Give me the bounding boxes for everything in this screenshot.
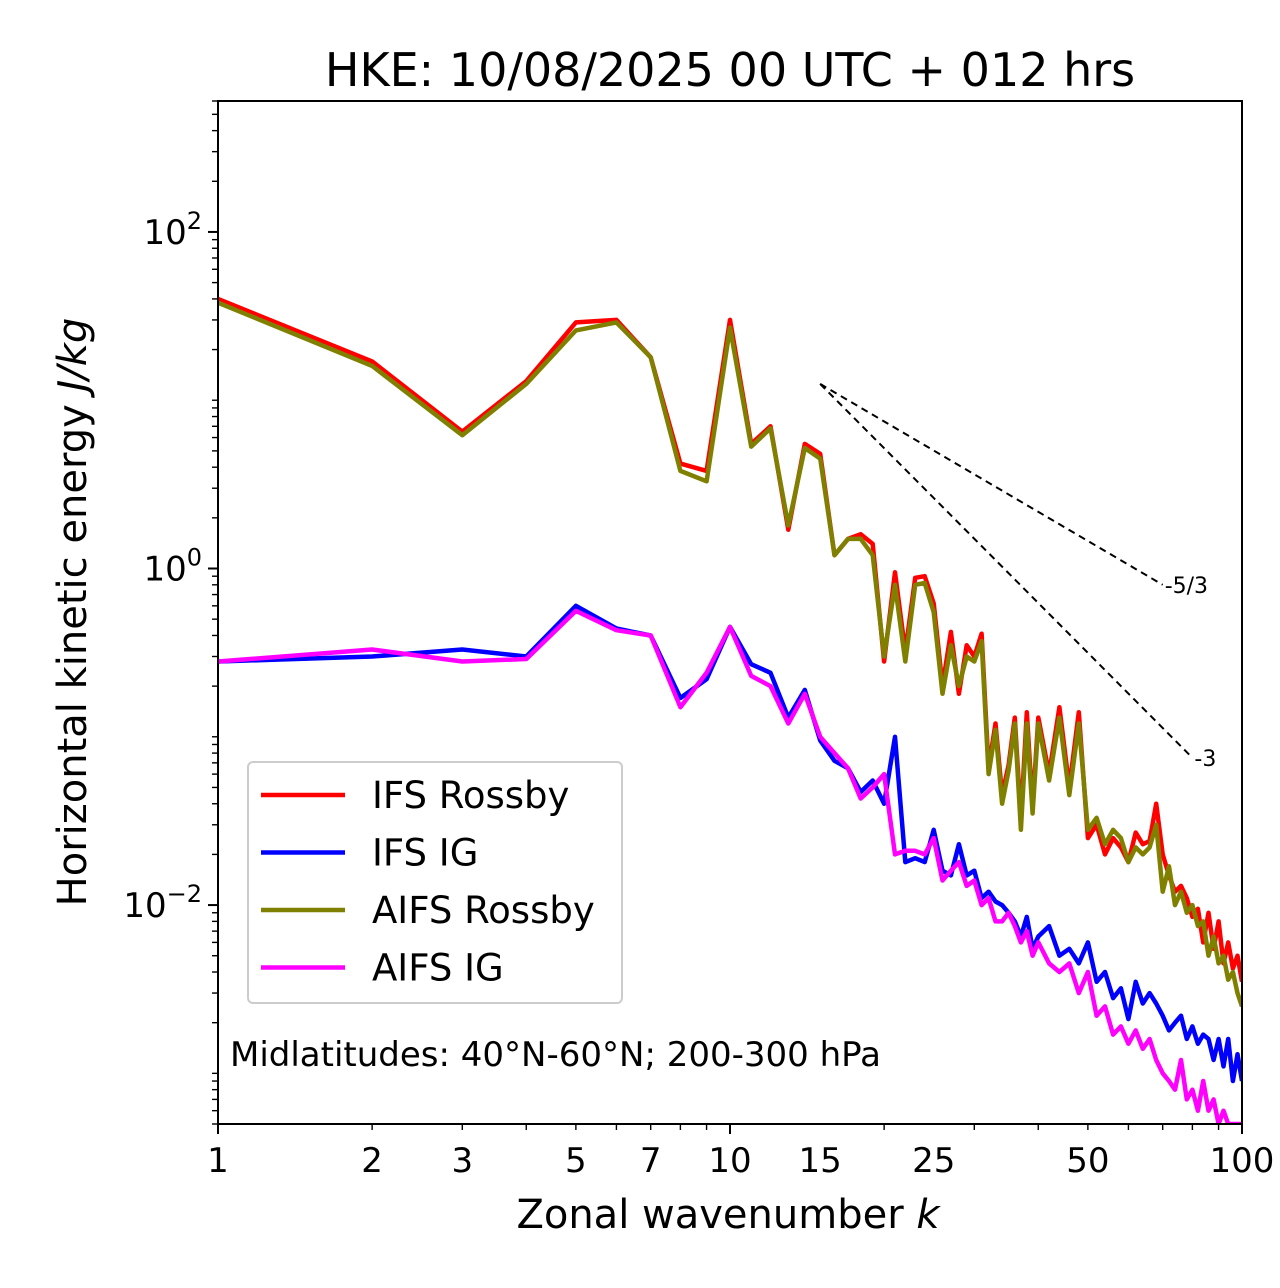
y-tick-label: 100 <box>143 544 202 590</box>
x-axis-label: Zonal wavenumber k <box>516 1192 941 1238</box>
reference-slopes <box>819 383 1194 759</box>
chart-title: HKE: 10/08/2025 00 UTC + 012 hrs <box>325 43 1135 97</box>
reference-slope-line <box>819 383 1194 759</box>
x-tick-label: 100 <box>1210 1141 1275 1181</box>
plot-frame <box>217 100 1243 1125</box>
series-lines <box>218 296 1242 1124</box>
legend-label: IFS IG <box>372 832 478 875</box>
x-tick-label: 5 <box>565 1141 587 1181</box>
legend-label: IFS Rossby <box>372 774 569 817</box>
y-tick-labels: 10−2 100 102 <box>123 207 202 926</box>
x-tick-labels: 1 2 3 5 7 10 15 25 50 100 <box>207 1141 1274 1181</box>
y-axis-label: Horizontal kinetic energy J/kg <box>50 318 96 907</box>
legend-box <box>247 761 623 1004</box>
series-line-aifs-rossby <box>218 300 1242 1008</box>
x-tick-label: 50 <box>1066 1141 1109 1181</box>
x-tick-label: 7 <box>640 1141 662 1181</box>
x-tick-label: 2 <box>361 1141 383 1181</box>
reference-slope-line <box>819 383 1164 586</box>
y-tick-label: 10−2 <box>123 880 202 926</box>
x-tick-label: 25 <box>912 1141 955 1181</box>
legend-label: AIFS IG <box>372 947 504 990</box>
legend: IFS Rossby IFS IG AIFS Rossby AIFS IG <box>247 761 623 1004</box>
region-annotation: Midlatitudes: 40°N-60°N; 200-300 hPa <box>230 1035 881 1075</box>
y-tick-label: 102 <box>143 207 202 253</box>
reference-slope-label: -3 <box>1194 747 1216 772</box>
x-tick-label: 15 <box>799 1141 842 1181</box>
x-tick-label: 1 <box>207 1141 229 1181</box>
x-tick-label: 10 <box>708 1141 751 1181</box>
series-line-aifs-ig <box>218 608 1242 1124</box>
x-tick-label: 3 <box>451 1141 473 1181</box>
reference-slope-label: -5/3 <box>1165 574 1208 599</box>
legend-label: AIFS Rossby <box>372 889 595 932</box>
